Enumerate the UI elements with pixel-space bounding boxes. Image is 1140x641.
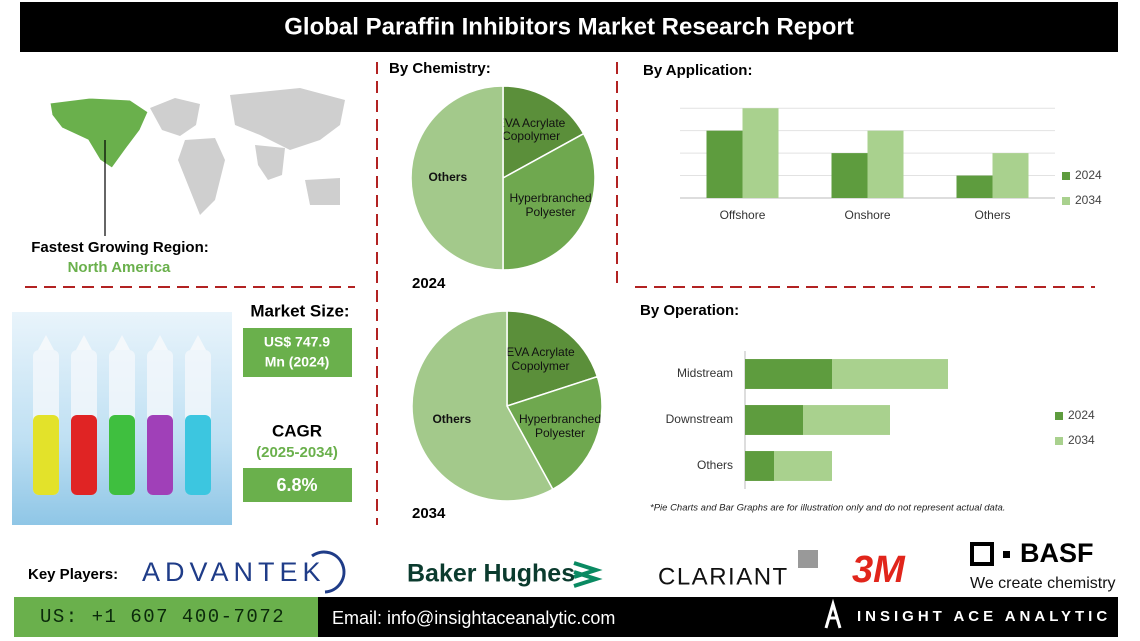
bar-segment bbox=[745, 451, 774, 481]
legend-label: 2034 bbox=[1075, 193, 1102, 207]
brand-mark bbox=[824, 598, 842, 629]
category-label: Midstream bbox=[677, 366, 733, 380]
label-box: Hyperbranched Polyester bbox=[509, 191, 592, 220]
cagr-label: CAGR bbox=[272, 421, 322, 440]
label-box: EVA Acrylate Copolymer bbox=[496, 115, 566, 144]
logo-mark bbox=[970, 542, 994, 566]
bar bbox=[742, 108, 779, 198]
region-label: Fastest Growing Region: bbox=[31, 239, 209, 256]
slice-label: EVA Acrylate Copolymer bbox=[506, 345, 575, 373]
region-value: North America bbox=[68, 259, 171, 276]
category-label: Others bbox=[697, 458, 733, 472]
page-title: Global Paraffin Inhibitors Market Resear… bbox=[284, 13, 853, 40]
legend-swatch bbox=[1055, 412, 1063, 420]
pie-slice bbox=[505, 375, 603, 491]
company-logo: ADVANTEK bbox=[142, 557, 326, 587]
vials-image bbox=[12, 312, 232, 525]
slice-label: Hyperbranched Polyester bbox=[518, 412, 602, 440]
pie-year: 2034 bbox=[412, 505, 446, 522]
label-box: Others bbox=[432, 412, 472, 427]
chart-title: By Application: bbox=[643, 62, 752, 79]
chart-title: By Operation: bbox=[640, 302, 739, 319]
slice-label: Hyperbranched Polyester bbox=[509, 191, 592, 220]
label-box: EVA Acrylate Copolymer bbox=[506, 345, 575, 373]
logo-mark bbox=[1003, 551, 1010, 558]
bar-segment bbox=[745, 405, 803, 435]
bar-segment bbox=[774, 451, 832, 481]
legend-label: 2024 bbox=[1075, 168, 1102, 182]
company-logo: BASF bbox=[1020, 538, 1094, 568]
bar-segment bbox=[745, 359, 832, 389]
footer-phone: US: +1 607 400-7072 bbox=[40, 606, 285, 628]
pie-slice bbox=[506, 310, 599, 408]
category-label: Onshore bbox=[844, 208, 890, 222]
market-size-value: US$ 747.9 bbox=[264, 334, 330, 350]
label-box: Hyperbranched Polyester bbox=[518, 412, 602, 440]
category-label: Offshore bbox=[720, 208, 766, 222]
legend-swatch bbox=[1062, 197, 1070, 205]
slice-label: Others bbox=[428, 170, 468, 185]
market-size-value: Mn (2024) bbox=[265, 354, 330, 370]
company-logo: CLARIANT bbox=[658, 563, 789, 590]
slice-label: EVA Acrylate Copolymer bbox=[496, 115, 566, 144]
cagr-period: (2025-2034) bbox=[256, 444, 338, 461]
chemistry-heading: By Chemistry: bbox=[389, 60, 491, 77]
bar-segment bbox=[832, 359, 948, 389]
bar bbox=[992, 153, 1029, 198]
bar bbox=[831, 153, 868, 198]
cagr-box bbox=[243, 468, 352, 502]
legend-swatch bbox=[1055, 437, 1063, 445]
market-size-label: Market Size: bbox=[250, 301, 349, 320]
bar bbox=[867, 130, 904, 198]
legend-label: 2024 bbox=[1068, 408, 1095, 422]
company-tagline: We create chemistry bbox=[970, 575, 1116, 592]
footer-phone-bar bbox=[14, 597, 318, 637]
header-bar bbox=[20, 2, 1118, 52]
logo-mark bbox=[573, 561, 603, 588]
pie-slice bbox=[502, 132, 596, 271]
logo-mark bbox=[798, 550, 818, 568]
north-america bbox=[49, 97, 149, 169]
pie-slice bbox=[502, 85, 585, 180]
footer-email: Email: info@insightaceanalytic.com bbox=[332, 608, 615, 628]
key-players-label: Key Players: bbox=[28, 566, 118, 583]
footer-brand: INSIGHT ACE ANALYTIC bbox=[857, 608, 1111, 625]
pie-slice bbox=[411, 310, 554, 502]
footnote: *Pie Charts and Bar Graphs are for illus… bbox=[650, 503, 1005, 514]
legend-label: 2034 bbox=[1068, 433, 1095, 447]
label-box: Others bbox=[428, 170, 468, 185]
legend-swatch bbox=[1062, 172, 1070, 180]
pie-year: 2024 bbox=[412, 275, 446, 292]
category-label: Downstream bbox=[666, 412, 733, 426]
company-logo: 3M bbox=[852, 549, 906, 591]
bar bbox=[956, 175, 993, 198]
pie-slice bbox=[410, 85, 504, 271]
bar bbox=[706, 130, 743, 198]
slice-label: Others bbox=[432, 412, 472, 427]
footer-bar bbox=[318, 597, 1118, 637]
category-label: Others bbox=[974, 208, 1010, 222]
world-map bbox=[150, 88, 345, 215]
company-logo: Baker Hughes bbox=[407, 560, 575, 588]
market-size-box bbox=[243, 328, 352, 377]
logo-swoosh bbox=[311, 550, 346, 594]
cagr-value: 6.8% bbox=[276, 475, 317, 495]
bar-segment bbox=[803, 405, 890, 435]
